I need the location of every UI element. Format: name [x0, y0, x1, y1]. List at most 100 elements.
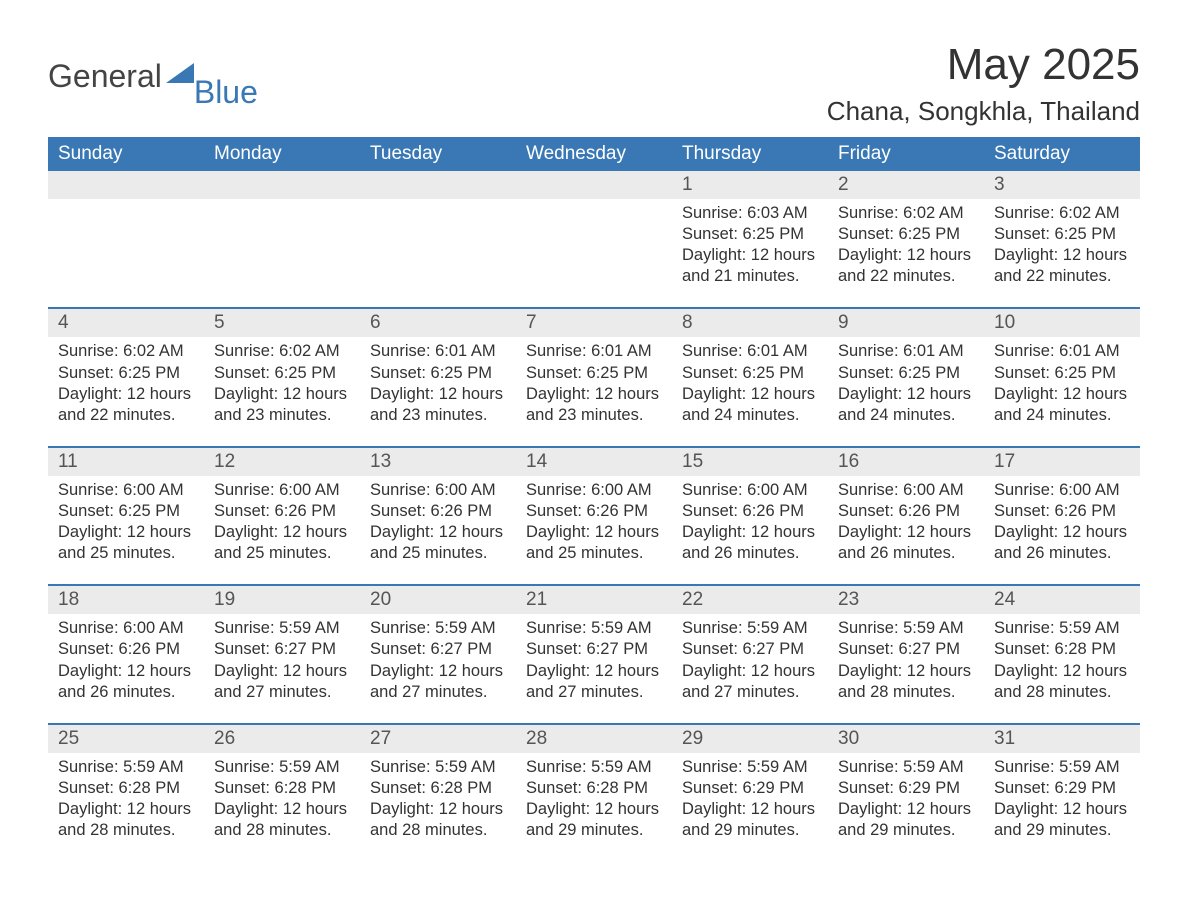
- weekday-sunday: Sunday: [48, 137, 204, 171]
- day-cell: Sunrise: 5:59 AMSunset: 6:29 PMDaylight:…: [984, 753, 1140, 861]
- logo-text-blue: Blue: [194, 74, 258, 111]
- day-sunset: Sunset: 6:27 PM: [526, 639, 662, 660]
- day-sunset: Sunset: 6:27 PM: [370, 639, 506, 660]
- day-day1: Daylight: 12 hours: [526, 799, 662, 820]
- day-number: 20: [360, 586, 516, 614]
- day-sunrise: Sunrise: 6:00 AM: [370, 480, 506, 501]
- day-number: 4: [48, 309, 204, 337]
- day-day2: and 22 minutes.: [838, 266, 974, 287]
- weekday-monday: Monday: [204, 137, 360, 171]
- day-number: 11: [48, 448, 204, 476]
- day-sunrise: Sunrise: 5:59 AM: [682, 757, 818, 778]
- day-day1: Daylight: 12 hours: [994, 522, 1130, 543]
- day-number: 22: [672, 586, 828, 614]
- day-sunrise: Sunrise: 5:59 AM: [58, 757, 194, 778]
- day-day1: Daylight: 12 hours: [214, 522, 350, 543]
- day-number: 15: [672, 448, 828, 476]
- day-sunset: Sunset: 6:26 PM: [682, 501, 818, 522]
- day-cell: Sunrise: 5:59 AMSunset: 6:27 PMDaylight:…: [672, 614, 828, 722]
- day-sunrise: Sunrise: 6:00 AM: [58, 618, 194, 639]
- day-number: 23: [828, 586, 984, 614]
- day-cell: [516, 199, 672, 307]
- day-sunset: Sunset: 6:25 PM: [838, 224, 974, 245]
- day-sunrise: Sunrise: 6:00 AM: [214, 480, 350, 501]
- day-day1: Daylight: 12 hours: [58, 522, 194, 543]
- day-sunrise: Sunrise: 6:01 AM: [994, 341, 1130, 362]
- day-cell: Sunrise: 6:02 AMSunset: 6:25 PMDaylight:…: [984, 199, 1140, 307]
- day-cell: Sunrise: 5:59 AMSunset: 6:28 PMDaylight:…: [984, 614, 1140, 722]
- day-cell: Sunrise: 6:01 AMSunset: 6:25 PMDaylight:…: [360, 337, 516, 445]
- day-sunset: Sunset: 6:25 PM: [994, 224, 1130, 245]
- weekday-friday: Friday: [828, 137, 984, 171]
- day-cell: [360, 199, 516, 307]
- day-day2: and 27 minutes.: [370, 682, 506, 703]
- day-sunset: Sunset: 6:25 PM: [526, 363, 662, 384]
- day-number: [204, 171, 360, 199]
- day-cell: Sunrise: 6:00 AMSunset: 6:26 PMDaylight:…: [828, 476, 984, 584]
- day-cell: [48, 199, 204, 307]
- day-sunset: Sunset: 6:25 PM: [994, 363, 1130, 384]
- day-day1: Daylight: 12 hours: [526, 661, 662, 682]
- day-sunset: Sunset: 6:27 PM: [214, 639, 350, 660]
- day-number: [48, 171, 204, 199]
- day-day1: Daylight: 12 hours: [214, 384, 350, 405]
- day-day2: and 25 minutes.: [526, 543, 662, 564]
- day-day1: Daylight: 12 hours: [994, 661, 1130, 682]
- day-day2: and 27 minutes.: [526, 682, 662, 703]
- day-sunset: Sunset: 6:27 PM: [838, 639, 974, 660]
- day-sunset: Sunset: 6:26 PM: [838, 501, 974, 522]
- day-sunrise: Sunrise: 5:59 AM: [838, 618, 974, 639]
- day-cell: Sunrise: 5:59 AMSunset: 6:28 PMDaylight:…: [360, 753, 516, 861]
- day-cell: Sunrise: 5:59 AMSunset: 6:28 PMDaylight:…: [516, 753, 672, 861]
- day-number: 7: [516, 309, 672, 337]
- day-day1: Daylight: 12 hours: [214, 661, 350, 682]
- day-day2: and 24 minutes.: [682, 405, 818, 426]
- day-sunrise: Sunrise: 6:02 AM: [838, 203, 974, 224]
- day-day1: Daylight: 12 hours: [682, 522, 818, 543]
- logo: General Blue: [48, 40, 258, 95]
- day-day1: Daylight: 12 hours: [58, 384, 194, 405]
- day-cell: Sunrise: 6:02 AMSunset: 6:25 PMDaylight:…: [828, 199, 984, 307]
- day-cell: Sunrise: 6:00 AMSunset: 6:26 PMDaylight:…: [516, 476, 672, 584]
- daynum-row: 45678910: [48, 309, 1140, 337]
- day-day2: and 28 minutes.: [214, 820, 350, 841]
- day-cell: [204, 199, 360, 307]
- day-sunrise: Sunrise: 5:59 AM: [214, 618, 350, 639]
- day-cell: Sunrise: 5:59 AMSunset: 6:29 PMDaylight:…: [672, 753, 828, 861]
- day-day1: Daylight: 12 hours: [838, 661, 974, 682]
- day-number: 24: [984, 586, 1140, 614]
- day-number: 17: [984, 448, 1140, 476]
- day-number: 8: [672, 309, 828, 337]
- day-day1: Daylight: 12 hours: [370, 799, 506, 820]
- title-block: May 2025 Chana, Songkhla, Thailand: [827, 40, 1140, 127]
- day-sunset: Sunset: 6:28 PM: [526, 778, 662, 799]
- day-number: 6: [360, 309, 516, 337]
- day-day2: and 25 minutes.: [214, 543, 350, 564]
- location-text: Chana, Songkhla, Thailand: [827, 96, 1140, 127]
- week-row: 45678910Sunrise: 6:02 AMSunset: 6:25 PMD…: [48, 307, 1140, 445]
- daybody-row: Sunrise: 6:02 AMSunset: 6:25 PMDaylight:…: [48, 337, 1140, 445]
- day-day2: and 28 minutes.: [58, 820, 194, 841]
- day-day2: and 28 minutes.: [370, 820, 506, 841]
- day-cell: Sunrise: 6:00 AMSunset: 6:26 PMDaylight:…: [360, 476, 516, 584]
- day-day1: Daylight: 12 hours: [526, 384, 662, 405]
- day-cell: Sunrise: 5:59 AMSunset: 6:29 PMDaylight:…: [828, 753, 984, 861]
- day-day2: and 27 minutes.: [682, 682, 818, 703]
- day-day2: and 29 minutes.: [682, 820, 818, 841]
- day-cell: Sunrise: 6:03 AMSunset: 6:25 PMDaylight:…: [672, 199, 828, 307]
- logo-text-general: General: [48, 58, 162, 95]
- day-number: 28: [516, 725, 672, 753]
- daynum-row: 18192021222324: [48, 586, 1140, 614]
- day-cell: Sunrise: 6:00 AMSunset: 6:26 PMDaylight:…: [672, 476, 828, 584]
- day-number: 21: [516, 586, 672, 614]
- day-day1: Daylight: 12 hours: [838, 384, 974, 405]
- day-day2: and 24 minutes.: [838, 405, 974, 426]
- day-sunset: Sunset: 6:25 PM: [838, 363, 974, 384]
- day-sunrise: Sunrise: 6:01 AM: [370, 341, 506, 362]
- day-number: 31: [984, 725, 1140, 753]
- day-day1: Daylight: 12 hours: [838, 522, 974, 543]
- header: General Blue May 2025 Chana, Songkhla, T…: [48, 40, 1140, 127]
- sail-icon: [166, 63, 194, 83]
- weekday-wednesday: Wednesday: [516, 137, 672, 171]
- day-day2: and 23 minutes.: [214, 405, 350, 426]
